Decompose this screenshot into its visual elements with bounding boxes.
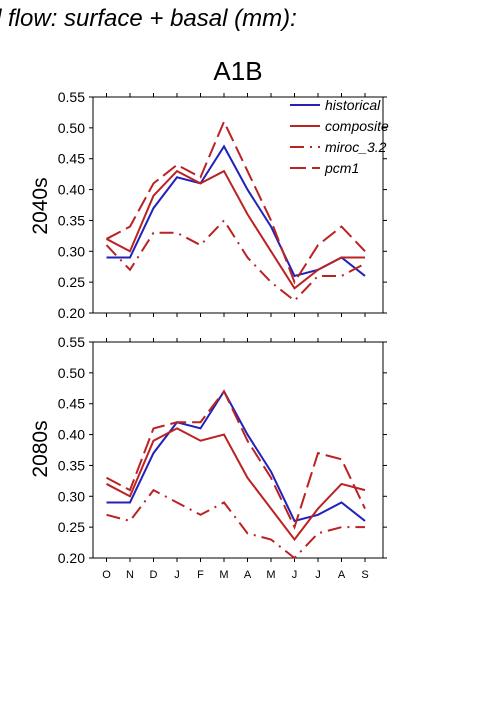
legend-label: composite (325, 118, 389, 134)
x-tick-label: S (361, 569, 368, 581)
y-tick-label: 0.45 (58, 151, 85, 167)
x-tick-label: O (102, 569, 111, 581)
x-tick-label: M (266, 569, 275, 581)
series-line-pcm1 (106, 389, 366, 530)
plot-frame (92, 341, 384, 559)
y-tick-label: 0.50 (58, 120, 85, 136)
series-line-composite (106, 427, 366, 542)
y-tick-label: 0.40 (58, 182, 85, 198)
x-tick-label: D (150, 569, 158, 581)
y-tick-label: 0.45 (58, 396, 85, 412)
y-tick-label: 0.40 (58, 427, 85, 443)
y-tick-label: 0.55 (58, 89, 85, 105)
y-tick-label: 0.50 (58, 365, 85, 381)
series-line-miroc-3-2 (106, 488, 365, 560)
legend-label: pcm1 (324, 160, 359, 176)
figure-title: d flow: surface + basal (mm): (0, 5, 297, 32)
x-tick-label: J (315, 569, 321, 581)
x-tick-label: N (126, 569, 134, 581)
scenario-title: A1B (213, 56, 263, 86)
legend-label: historical (325, 97, 381, 113)
y-tick-label: 0.20 (58, 550, 85, 566)
y-tick-label: 0.20 (58, 305, 85, 321)
y-tick-label: 0.55 (58, 334, 85, 350)
y-tick-label: 0.30 (58, 243, 85, 259)
series-line-miroc-3-2 (105, 218, 366, 303)
x-tick-label: M (219, 569, 228, 581)
plot-frame (92, 96, 384, 314)
series-line-historical (106, 389, 366, 523)
y-tick-label: 0.30 (58, 488, 85, 504)
y-tick-label: 0.25 (58, 519, 85, 535)
series-line-composite (106, 169, 365, 290)
y-tick-label: 0.35 (58, 212, 85, 228)
y-tick-label: 0.35 (58, 457, 85, 473)
x-tick-label: F (197, 569, 204, 581)
x-tick-label: J (174, 569, 180, 581)
y-tick-label: 0.25 (58, 274, 85, 290)
x-tick-label: A (338, 569, 346, 581)
series-line-pcm1 (106, 119, 366, 285)
x-tick-label: A (244, 569, 252, 581)
legend-label: miroc_3.2 (325, 139, 387, 155)
x-tick-label: J (292, 569, 298, 581)
